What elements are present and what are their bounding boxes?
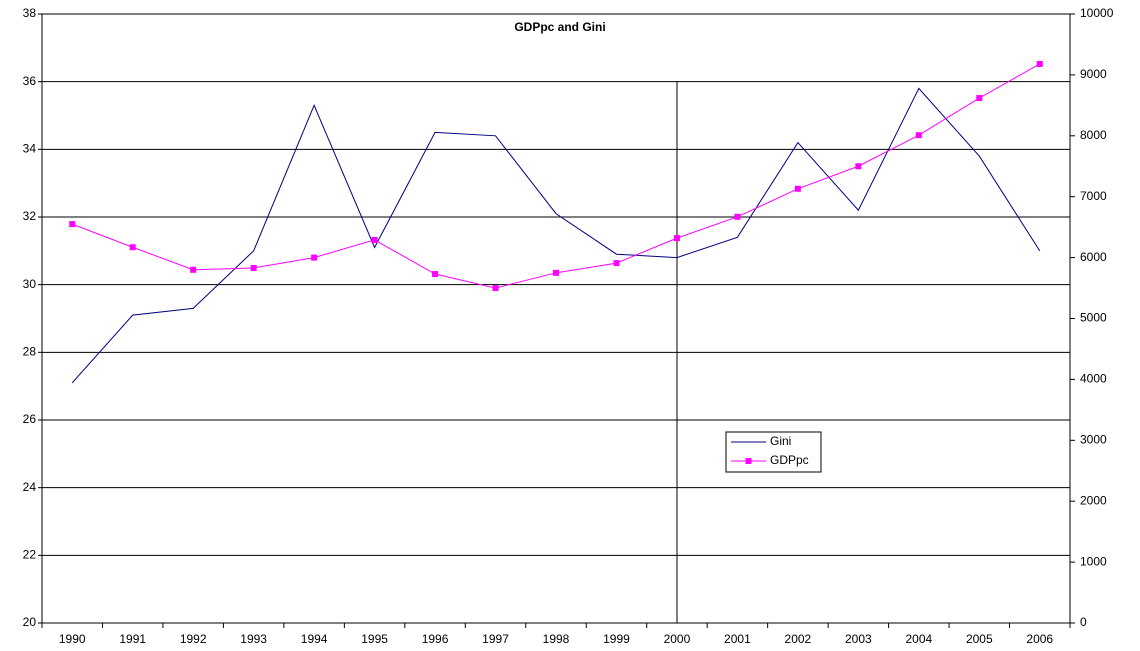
legend-box xyxy=(725,431,822,473)
y2-tick-label: 2000 xyxy=(1080,493,1107,507)
y2-tick-label: 6000 xyxy=(1080,250,1107,264)
x-tick-label: 2004 xyxy=(905,632,932,646)
x-tick-label: 1991 xyxy=(119,632,146,646)
x-tick-label: 1998 xyxy=(543,632,570,646)
marker xyxy=(492,285,499,292)
x-tick-label: 1995 xyxy=(361,632,388,646)
marker xyxy=(190,266,197,273)
marker xyxy=(371,236,378,243)
marker xyxy=(553,269,559,276)
line-0 xyxy=(71,87,1041,384)
y-tick-label: 34 xyxy=(23,142,37,156)
x-tick-label: 1997 xyxy=(482,632,509,646)
y2-tick-label: 0 xyxy=(1080,615,1087,629)
marker xyxy=(794,185,801,192)
y2-tick-label: 8000 xyxy=(1080,128,1107,142)
marker xyxy=(1036,60,1043,67)
x-tick-label: 2006 xyxy=(1026,632,1053,646)
x-tick-label: 2005 xyxy=(966,632,993,646)
y2-tick-label: 1000 xyxy=(1080,554,1107,568)
x-tick-label: 1994 xyxy=(301,632,328,646)
y-tick-label: 38 xyxy=(23,6,37,20)
x-tick-label: 2003 xyxy=(845,632,872,646)
y2-tick-label: 5000 xyxy=(1080,311,1107,325)
x-tick-label: 2001 xyxy=(724,632,751,646)
y-tick-label: 30 xyxy=(23,277,37,291)
marker xyxy=(432,271,439,278)
x-tick-label: 1993 xyxy=(240,632,267,646)
x-tick-label: 1992 xyxy=(180,632,207,646)
x-tick-label: 1999 xyxy=(603,632,630,646)
y-tick-label: 22 xyxy=(23,548,37,562)
marker xyxy=(855,163,862,170)
y2-tick-label: 10000 xyxy=(1080,6,1114,20)
marker xyxy=(673,235,680,242)
y-tick-label: 26 xyxy=(23,412,37,426)
legend-label: Gini xyxy=(770,434,791,448)
marker xyxy=(311,254,318,261)
line-1 xyxy=(72,63,1041,289)
marker xyxy=(976,95,983,102)
x-tick-label: 1996 xyxy=(422,632,449,646)
marker xyxy=(734,213,741,220)
legend-marker xyxy=(745,458,752,464)
legend-label: GDPpc xyxy=(770,453,809,467)
y2-tick-label: 4000 xyxy=(1080,372,1107,386)
y-tick-label: 32 xyxy=(23,209,37,223)
chart-title: GDPpc and Gini xyxy=(514,20,605,34)
y2-tick-label: 7000 xyxy=(1080,189,1107,203)
y2-tick-label: 9000 xyxy=(1080,67,1107,81)
y-tick-label: 36 xyxy=(23,74,37,88)
y-tick-label: 28 xyxy=(23,345,37,359)
marker xyxy=(250,264,257,271)
marker xyxy=(129,244,136,251)
y-tick-label: 24 xyxy=(23,480,37,494)
marker xyxy=(915,132,922,139)
marker xyxy=(69,221,76,228)
marker xyxy=(613,260,620,267)
y-tick-label: 20 xyxy=(23,615,37,629)
y2-tick-label: 3000 xyxy=(1080,432,1107,446)
x-tick-label: 2000 xyxy=(664,632,691,646)
x-tick-label: 2002 xyxy=(785,632,812,646)
x-tick-label: 1990 xyxy=(59,632,86,646)
